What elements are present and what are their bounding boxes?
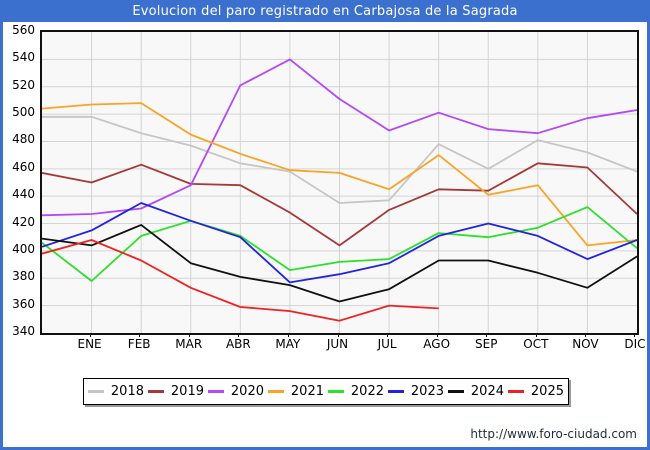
x-axis-tick — [89, 333, 91, 337]
chart-panel: 560 540 520 500 480 460 440 420 400 380 360 340 ENE… — [3, 22, 647, 447]
legend-color-swatch-2019 — [147, 390, 164, 393]
legend-year-label: 2025 — [530, 384, 564, 399]
x-axis-tick — [139, 333, 141, 337]
y-axis-tick-label: 440 — [12, 187, 35, 202]
x-axis-month-label: AGO — [423, 337, 451, 351]
x-axis-tick — [387, 333, 389, 337]
y-axis-tick-label: 480 — [12, 132, 35, 147]
series-line-2021 — [42, 102, 637, 247]
legend-item-2025: 2025 — [507, 384, 564, 399]
y-axis-tick-label: 360 — [12, 296, 35, 311]
y-axis-tick-label: 540 — [12, 50, 35, 65]
legend-color-swatch-2018 — [87, 390, 104, 393]
y-axis-tick-label: 460 — [12, 159, 35, 174]
line-chart-svg — [42, 32, 637, 333]
plot-area — [40, 30, 639, 335]
legend-year-label: 2023 — [410, 384, 444, 399]
title-bar: Evolucion del paro registrado en Carbajo… — [0, 0, 650, 22]
x-axis-month-label: NOV — [572, 337, 599, 351]
legend-item-2020: 2020 — [207, 384, 264, 399]
y-axis-tick-label: 420 — [12, 214, 35, 229]
y-axis-tick-label: 520 — [12, 77, 35, 92]
x-axis-month-label: FEB — [127, 337, 151, 351]
y-axis-tick-label: 400 — [12, 241, 35, 256]
legend: 2018 2019 2020 2021 2022 2023 2024 2025 — [83, 378, 569, 405]
legend-year-label: 2024 — [470, 384, 504, 399]
x-axis-tick — [238, 333, 240, 337]
x-axis-month-label: MAY — [275, 337, 301, 351]
x-axis-tick — [188, 333, 190, 337]
legend-color-swatch-2024 — [447, 390, 464, 393]
legend-color-swatch-2020 — [207, 390, 224, 393]
series-line-2025 — [42, 239, 439, 322]
x-axis-tick — [634, 333, 635, 337]
legend-year-label: 2018 — [110, 384, 144, 399]
legend-item-2021: 2021 — [267, 384, 324, 399]
series-line-2018 — [42, 115, 637, 204]
legend-color-swatch-2021 — [267, 390, 284, 393]
legend-color-swatch-2025 — [507, 390, 524, 393]
y-axis-tick-label: 380 — [12, 269, 35, 284]
legend-item-2024: 2024 — [447, 384, 504, 399]
x-axis-month-label: SEP — [475, 337, 498, 351]
x-axis-tick — [436, 333, 438, 337]
legend-color-swatch-2023 — [387, 390, 404, 393]
legend-item-2023: 2023 — [387, 384, 444, 399]
y-axis-tick-label: 560 — [12, 23, 35, 37]
x-axis-tick — [535, 333, 537, 337]
legend-item-2019: 2019 — [147, 384, 204, 399]
series-line-2023 — [42, 202, 637, 284]
series-line-2022 — [42, 206, 637, 282]
legend-color-swatch-2022 — [327, 390, 344, 393]
x-axis-tick — [585, 333, 587, 337]
x-axis-month-label: MAR — [175, 337, 203, 351]
x-axis-month-label: OCT — [523, 337, 549, 351]
chart-title: Evolucion del paro registrado en Carbajo… — [132, 3, 518, 19]
x-axis-month-label: JUN — [326, 337, 349, 351]
x-axis-tick — [337, 333, 339, 337]
legend-year-label: 2019 — [170, 384, 204, 399]
x-axis-month-label: JUL — [377, 337, 397, 351]
legend-item-2022: 2022 — [327, 384, 384, 399]
y-axis-tick-label: 500 — [12, 105, 35, 120]
series-line-2019 — [42, 162, 637, 247]
legend-year-label: 2021 — [290, 384, 324, 399]
x-axis-tick — [486, 333, 488, 337]
x-axis-month-label: ENE — [77, 337, 102, 351]
x-axis-month-label: DIC — [624, 337, 646, 351]
x-axis-month-label: ABR — [225, 337, 251, 351]
legend-year-label: 2022 — [350, 384, 384, 399]
legend-item-2018: 2018 — [87, 384, 144, 399]
series-line-2020 — [42, 58, 637, 217]
legend-year-label: 2020 — [230, 384, 264, 399]
footer-url[interactable]: http://www.foro-ciudad.com — [470, 427, 637, 441]
y-axis-tick-label: 340 — [12, 324, 35, 338]
series-line-2024 — [42, 223, 637, 303]
x-axis-tick — [287, 333, 289, 337]
